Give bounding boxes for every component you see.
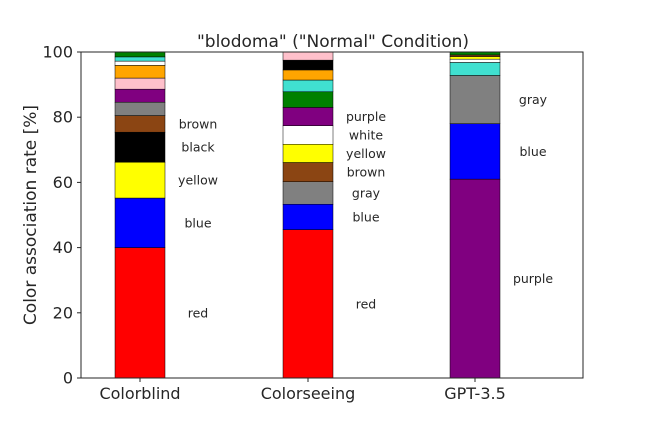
bar-segment-colorseeing-turquoise: [282, 79, 334, 93]
bar-segment-gpt-3-5-gray: [449, 75, 501, 124]
bar-segment-gpt-3-5-purple: [449, 178, 501, 379]
y-tick-label: 20: [53, 303, 73, 322]
y-tick-label: 80: [53, 108, 73, 127]
bar-segment-colorblind-purple: [114, 88, 166, 103]
bar-segment-gpt-3-5-turquoise: [449, 62, 501, 76]
y-tick-label: 100: [42, 43, 73, 62]
y-axis-label: Color association rate [%]: [21, 105, 41, 325]
bar-segment-colorseeing-gray: [282, 181, 334, 205]
segment-label: brown: [347, 165, 386, 180]
segment-label: yellow: [346, 146, 386, 161]
bar-segment-colorblind-orange: [114, 65, 166, 79]
bar-segment-colorblind-black: [114, 131, 166, 163]
bar-segment-gpt-3-5-white: [449, 58, 501, 63]
segment-label: blue: [519, 144, 546, 159]
bar-segment-colorblind-turquoise: [114, 56, 166, 62]
plot-frame: [80, 51, 584, 379]
segment-label: purple: [513, 271, 553, 286]
y-tick-label: 0: [63, 369, 73, 388]
bar-segment-colorblind-gray: [114, 101, 166, 116]
bar-segment-colorblind-pink: [114, 77, 166, 90]
bar-segment-colorblind-white: [114, 60, 166, 66]
bar-segment-colorseeing-pink: [282, 51, 334, 61]
bar-segment-colorblind-brown: [114, 115, 166, 133]
segment-label: red: [356, 296, 377, 311]
segment-label: purple: [346, 109, 386, 124]
y-tick-label: 60: [53, 173, 73, 192]
bar-segment-gpt-3-5-yellow: [449, 56, 501, 60]
bar-segment-colorblind-yellow: [114, 161, 166, 199]
bar-segment-colorseeing-blue: [282, 203, 334, 230]
chart-title: "blodoma" ("Normal" Condition): [197, 32, 469, 52]
bar-segment-colorseeing-orange: [282, 69, 334, 81]
x-category-label: Colorseeing: [261, 384, 356, 403]
bar-segment-gpt-3-5-blue: [449, 123, 501, 180]
bar-segment-colorseeing-red: [282, 229, 334, 379]
bar-segment-colorseeing-green: [282, 91, 334, 108]
segment-label: gray: [519, 92, 548, 107]
segment-label: yellow: [178, 173, 218, 188]
segment-label: blue: [184, 215, 211, 230]
segment-label: white: [349, 127, 384, 142]
segment-label: blue: [352, 209, 379, 224]
bar-segment-colorblind-blue: [114, 197, 166, 248]
bar-segment-colorblind-red: [114, 247, 166, 379]
bar-segment-colorblind-green: [114, 51, 166, 58]
plot-area: red blue yellow black brown red blue gray brown y…: [42, 43, 584, 403]
bar-segment-colorseeing-purple: [282, 107, 334, 126]
x-category-label: Colorblind: [99, 384, 180, 403]
bar-segment-colorseeing-black: [282, 59, 334, 71]
bar-segment-colorseeing-yellow: [282, 144, 334, 163]
bar-segment-colorseeing-brown: [282, 162, 334, 182]
segment-label: red: [188, 305, 209, 320]
bar-segment-colorseeing-white: [282, 125, 334, 145]
segment-label: brown: [179, 116, 218, 131]
segment-label: black: [181, 140, 215, 155]
y-tick-label: 40: [53, 238, 73, 257]
segment-label: gray: [352, 185, 381, 200]
x-category-label: GPT-3.5: [444, 384, 506, 403]
